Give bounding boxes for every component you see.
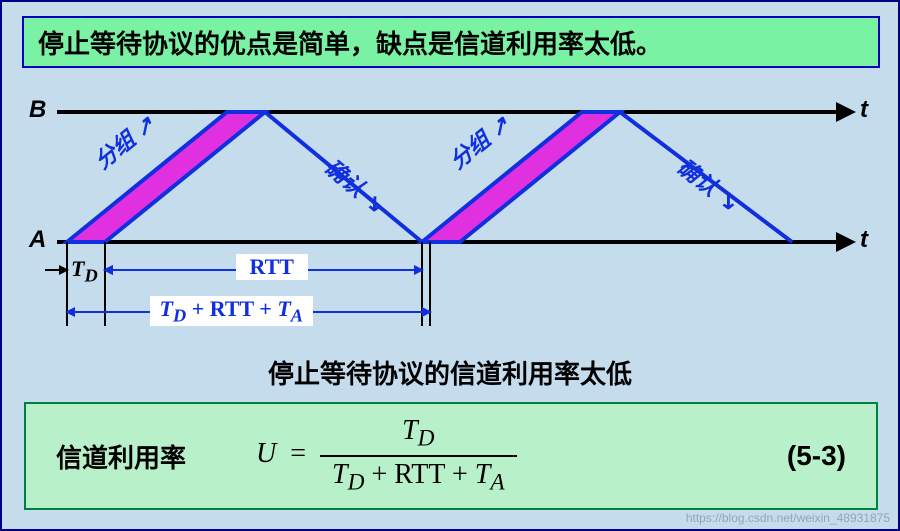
slide-canvas: 停止等待协议的优点是简单，缺点是信道利用率太低。 B A t t 分组 ↗ 确认… — [0, 0, 900, 531]
formula-label: 信道利用率 — [56, 438, 186, 475]
td-label: TD — [71, 256, 98, 286]
time-axis-B-label: t — [860, 96, 868, 124]
sum-label: TD + RTT + TA — [150, 296, 314, 326]
rtt-label: RTT — [236, 254, 308, 280]
formula-expression: U = TD TD + RTT + TA — [256, 415, 517, 496]
formula-box: 信道利用率 U = TD TD + RTT + TA (5-3) — [24, 402, 878, 510]
equation-number: (5-3) — [787, 440, 846, 472]
watermark: https://blog.csdn.net/weixin_48931875 — [686, 511, 890, 525]
node-A-label: A — [29, 226, 46, 254]
timing-diagram — [2, 2, 900, 352]
caption-text: 停止等待协议的信道利用率太低 — [268, 354, 632, 391]
time-axis-A-label: t — [860, 226, 868, 254]
node-B-label: B — [29, 96, 46, 124]
